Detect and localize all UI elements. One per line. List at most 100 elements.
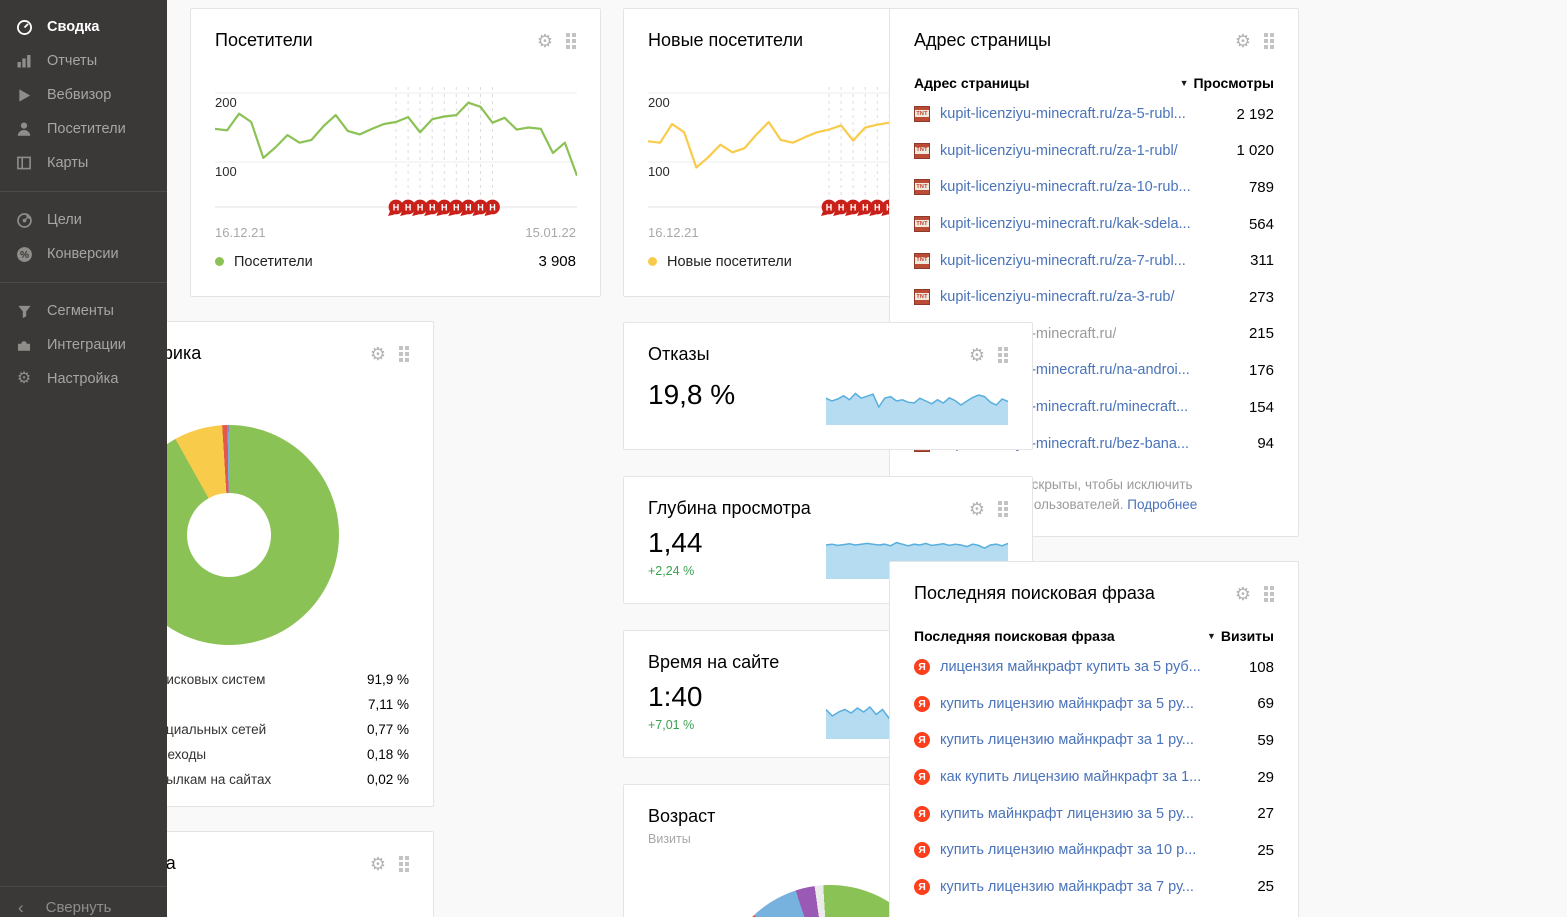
sidebar-divider (0, 191, 167, 192)
svg-text:Н: Н (862, 202, 869, 212)
drag-handle-icon[interactable] (1264, 33, 1274, 49)
svg-text:Н: Н (477, 202, 484, 212)
play-icon (15, 87, 33, 104)
legend-percent: 91,9 % (366, 672, 409, 687)
page-address-card: Адрес страницы ⚙ Адрес страницы ▼ Просмо… (889, 8, 1299, 537)
row-value: 27 (1257, 805, 1274, 823)
search-phrase-link[interactable]: лицензия майнкрафт купить за 5 руб... (940, 659, 1201, 676)
gear-icon[interactable]: ⚙ (369, 344, 386, 364)
card-title: Посетители (215, 30, 313, 50)
row-value: 564 (1248, 215, 1274, 233)
svg-text:Н: Н (393, 202, 400, 212)
sidebar-item-konversii[interactable]: % Конверсии (0, 237, 167, 271)
card-subtitle: Визиты (648, 832, 691, 846)
drag-handle-icon[interactable] (566, 33, 576, 49)
row-value: 2 192 (1236, 105, 1274, 123)
gear-icon[interactable]: ⚙ (1234, 584, 1251, 604)
column-header-sort[interactable]: ▼ Визиты (1206, 628, 1274, 644)
svg-text:Н: Н (850, 202, 857, 212)
search-phrase-link[interactable]: купить лицензию майнкрафт за 1 ру... (940, 732, 1194, 749)
column-header-sort[interactable]: ▼ Просмотры (1179, 75, 1274, 91)
x-axis-start-date: 16.12.21 (648, 225, 699, 240)
gear-icon[interactable]: ⚙ (369, 854, 386, 874)
page-url-link[interactable]: kupit-licenziyu-minecraft.ru/za-5-rubl..… (940, 106, 1186, 123)
sidebar-item-integracii[interactable]: Интеграции (0, 328, 167, 362)
sidebar-divider (0, 282, 167, 283)
row-value: 1 020 (1236, 142, 1274, 160)
gear-icon[interactable]: ⚙ (536, 31, 553, 51)
sidebar: Сводка Отчеты Вебвизор Посетители Карты Цели%… (0, 0, 167, 917)
page-url-link[interactable]: kupit-licenziyu-minecraft.ru/za-10-rub..… (940, 179, 1191, 196)
svg-text:Н: Н (405, 202, 412, 212)
sidebar-item-nastroika[interactable]: ⚙ Настройка (0, 362, 167, 396)
gear-icon[interactable]: ⚙ (968, 499, 985, 519)
bar-chart-icon (15, 53, 33, 70)
sidebar-collapse-button[interactable]: ‹ Свернуть (0, 886, 167, 917)
sidebar-item-label: Отчеты (47, 53, 98, 69)
page-url-link[interactable]: kupit-licenziyu-minecraft.ru/za-3-rub/ (940, 289, 1175, 306)
card-title: Адрес страницы (914, 30, 1052, 50)
card-title: Глубина просмотра (648, 498, 811, 518)
row-value: 59 (1257, 731, 1274, 749)
drag-handle-icon[interactable] (1264, 586, 1274, 602)
row-value: 215 (1248, 325, 1274, 343)
y-tick: 200 (215, 95, 237, 110)
page-url-link[interactable]: kupit-licenziyu-minecraft.ru/za-1-rubl/ (940, 142, 1178, 159)
sidebar-item-label: Сегменты (47, 303, 114, 319)
y-tick: 100 (215, 164, 237, 179)
yandex-favicon-icon: Я (914, 695, 930, 712)
person-icon (15, 121, 33, 138)
drag-handle-icon[interactable] (998, 501, 1008, 517)
sidebar-item-otchety[interactable]: Отчеты (0, 44, 167, 78)
row-value: 176 (1248, 361, 1274, 379)
page-url-link[interactable]: kupit-licenziyu-minecraft.ru/za-7-rubl..… (940, 252, 1186, 269)
table-row: TNT kupit-licenziyu-minecraft.ru/za-3-rub… (914, 279, 1274, 316)
svg-text:Н: Н (453, 202, 460, 212)
search-phrase-link[interactable]: как купить лицензию майнкрафт за 1... (940, 769, 1202, 786)
tnt-favicon-icon: TNT (914, 179, 930, 196)
row-value: 311 (1250, 252, 1274, 270)
row-value: 69 (1257, 695, 1274, 713)
search-phrase-link[interactable]: купить майнкрафт лицензию за 5 ру... (940, 805, 1194, 822)
row-value: 25 (1257, 878, 1274, 896)
donut-hole (186, 493, 271, 577)
sidebar-item-karty[interactable]: Карты (0, 146, 167, 180)
sort-desc-icon: ▼ (1179, 78, 1189, 88)
more-link[interactable]: Подробнее (1127, 496, 1198, 512)
drag-handle-icon[interactable] (998, 347, 1008, 363)
table-row: TNT kupit-licenziyu-minecraft.ru/kak-sdel… (914, 206, 1274, 243)
svg-text:Н: Н (489, 202, 496, 212)
bounce-rate-value: 19,8 % (648, 379, 736, 410)
tnt-favicon-icon: TNT (914, 252, 930, 269)
sort-desc-icon: ▼ (1206, 631, 1216, 641)
search-phrase-link[interactable]: купить лицензию майнкрафт за 5 ру... (940, 695, 1194, 712)
column-header-name: Адрес страницы (914, 75, 1030, 91)
sidebar-item-celi[interactable]: Цели (0, 203, 167, 237)
chevron-left-icon: ‹ (18, 898, 24, 917)
drag-handle-icon[interactable] (399, 346, 409, 362)
row-value: 108 (1248, 658, 1274, 676)
x-axis-start-date: 16.12.21 (215, 225, 266, 240)
drag-handle-icon[interactable] (399, 856, 409, 872)
sidebar-item-svodka[interactable]: Сводка (0, 10, 167, 44)
gear-icon[interactable]: ⚙ (968, 345, 985, 365)
bounce-sparkline (826, 392, 1008, 425)
yandex-favicon-icon: Я (914, 805, 930, 822)
legend-percent: 0,77 % (366, 722, 409, 737)
sidebar-item-segmenty[interactable]: Сегменты (0, 294, 167, 328)
gear-icon[interactable]: ⚙ (1234, 31, 1251, 51)
legend-label: Посетители (234, 253, 313, 270)
sidebar-item-webvisor[interactable]: Вебвизор (0, 78, 167, 112)
search-phrase-link[interactable]: купить лицензию майнкрафт за 7 ру... (940, 878, 1194, 895)
page-url-link[interactable]: kupit-licenziyu-minecraft.ru/kak-sdela..… (940, 216, 1191, 233)
legend-dot-icon (215, 257, 224, 266)
search-phrase-link[interactable]: купить лицензию майнкрафт за 10 р... (940, 842, 1197, 859)
sidebar-item-posetiteli[interactable]: Посетители (0, 112, 167, 146)
